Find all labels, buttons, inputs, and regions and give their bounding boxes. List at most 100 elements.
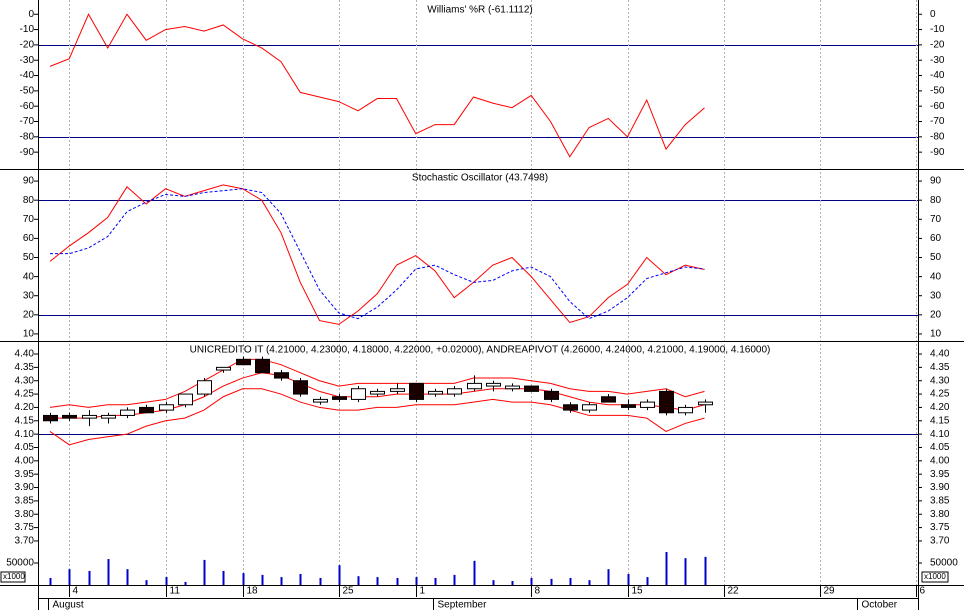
series-line: [50, 188, 705, 320]
y-tick-label: 50: [23, 252, 35, 263]
candle-body: [524, 385, 539, 392]
candle-body: [62, 414, 77, 419]
candle-body: [659, 390, 674, 414]
y-tick-label-right: 3.70: [930, 536, 950, 547]
candle-body: [447, 388, 462, 395]
candle-body: [255, 358, 270, 374]
y-tick-label-right: 3.95: [930, 469, 950, 480]
y-tick-label-right: 3.85: [930, 496, 950, 507]
candle-body: [621, 404, 636, 408]
y-tick-label-right: 4.00: [930, 455, 950, 466]
y-tick-label: 3.75: [15, 522, 35, 533]
y-tick-label: -30: [20, 55, 35, 66]
candle-body: [236, 358, 251, 366]
y-tick-label-right: -90: [930, 147, 945, 158]
y-tick-label: 4.00: [15, 455, 35, 466]
marks-layer: [43, 13, 713, 585]
y-tick-label-right: 4.35: [930, 362, 950, 373]
volume-unit-label: x1000: [3, 572, 25, 581]
panel-title: Stochastic Oscillator (43.7498): [412, 173, 548, 184]
y-tick-label: -90: [20, 147, 35, 158]
month-label: September: [438, 600, 488, 610]
x-tick-label: 8: [535, 586, 541, 597]
candle-body: [486, 382, 501, 387]
y-tick-label: 4.05: [15, 442, 35, 453]
y-tick-label-right: 4.10: [930, 429, 950, 440]
candle-body: [159, 404, 174, 411]
y-tick-label-right: -20: [930, 40, 945, 51]
y-tick-label: -20: [20, 40, 35, 51]
y-tick-label-right: 50: [930, 252, 942, 263]
month-label: August: [53, 600, 84, 610]
y-tick-label-right: 3.90: [930, 482, 950, 493]
candle-body: [370, 390, 385, 395]
y-tick-label-right: -50: [930, 86, 945, 97]
y-tick-label: 60: [23, 233, 35, 244]
y-tick-label-right: -70: [930, 116, 945, 127]
y-tick-label: 4.30: [15, 375, 35, 386]
y-tick-label-right: -60: [930, 101, 945, 112]
y-tick-label: 30: [23, 290, 35, 301]
y-tick-label: 4.20: [15, 402, 35, 413]
series-line: [49, 388, 705, 446]
candle-body: [293, 380, 308, 395]
x-tick-label: 1: [420, 586, 426, 597]
y-tick-label-right: -80: [930, 131, 945, 142]
y-tick-label: 70: [23, 214, 35, 225]
y-tick-label-right: 20: [930, 309, 942, 320]
y-tick-label-right: 4.20: [930, 402, 950, 413]
y-tick-label: -70: [20, 116, 35, 127]
labels-layer: Williams' %R (-61.1112) 0 0 -10 -10 -20 -20 -30…: [3, 5, 958, 610]
series-line: [49, 184, 705, 325]
candle-body: [563, 404, 578, 411]
x-tick-label: 22: [728, 586, 740, 597]
candle-body: [678, 406, 693, 414]
x-tick-label: 25: [343, 586, 355, 597]
y-tick-label-right: 40: [930, 271, 942, 282]
candle-body: [216, 366, 231, 371]
candle-body: [120, 409, 135, 416]
x-tick-label: 6: [920, 586, 926, 597]
y-tick-label-right: 4.25: [930, 389, 950, 400]
panel-title: UNICREDITO IT (4.21000, 4.23000, 4.18000…: [190, 345, 771, 356]
volume-tick-label: 50000: [6, 558, 34, 569]
y-tick-label-right: 70: [930, 214, 942, 225]
y-tick-label: 4.10: [15, 429, 35, 440]
y-tick-label: 4.15: [15, 415, 35, 426]
x-tick-label: 18: [247, 586, 259, 597]
y-tick-label: 4.25: [15, 389, 35, 400]
x-tick-label: 29: [824, 586, 836, 597]
candle-body: [640, 401, 655, 408]
y-tick-label: 4.35: [15, 362, 35, 373]
month-label: October: [862, 600, 898, 610]
y-tick-label: 4.40: [15, 349, 35, 360]
y-tick-label: 3.85: [15, 496, 35, 507]
y-tick-label: 3.70: [15, 536, 35, 547]
candle-body: [601, 396, 616, 403]
y-tick-label-right: 3.75: [930, 522, 950, 533]
x-tick-label: 15: [632, 586, 644, 597]
candle-body: [274, 372, 289, 379]
y-tick-label-right: 4.05: [930, 442, 950, 453]
candle-body: [351, 388, 366, 400]
panel-title: Williams' %R (-61.1112): [427, 5, 532, 16]
y-tick-label-right: 0: [930, 9, 936, 20]
y-tick-label: 80: [23, 195, 35, 206]
candle-body: [101, 414, 116, 419]
candle-body: [332, 396, 347, 400]
candle-body: [139, 406, 154, 414]
y-tick-label-right: 10: [930, 329, 942, 340]
y-tick-label: -60: [20, 101, 35, 112]
y-tick-label-right: -10: [930, 24, 945, 35]
y-tick-label: 3.95: [15, 469, 35, 480]
y-tick-label-right: 30: [930, 290, 942, 301]
candle-body: [390, 388, 405, 392]
y-tick-label-right: -30: [930, 55, 945, 66]
candle-body: [505, 385, 520, 390]
candle-body: [178, 393, 193, 406]
y-tick-label: 40: [23, 271, 35, 282]
